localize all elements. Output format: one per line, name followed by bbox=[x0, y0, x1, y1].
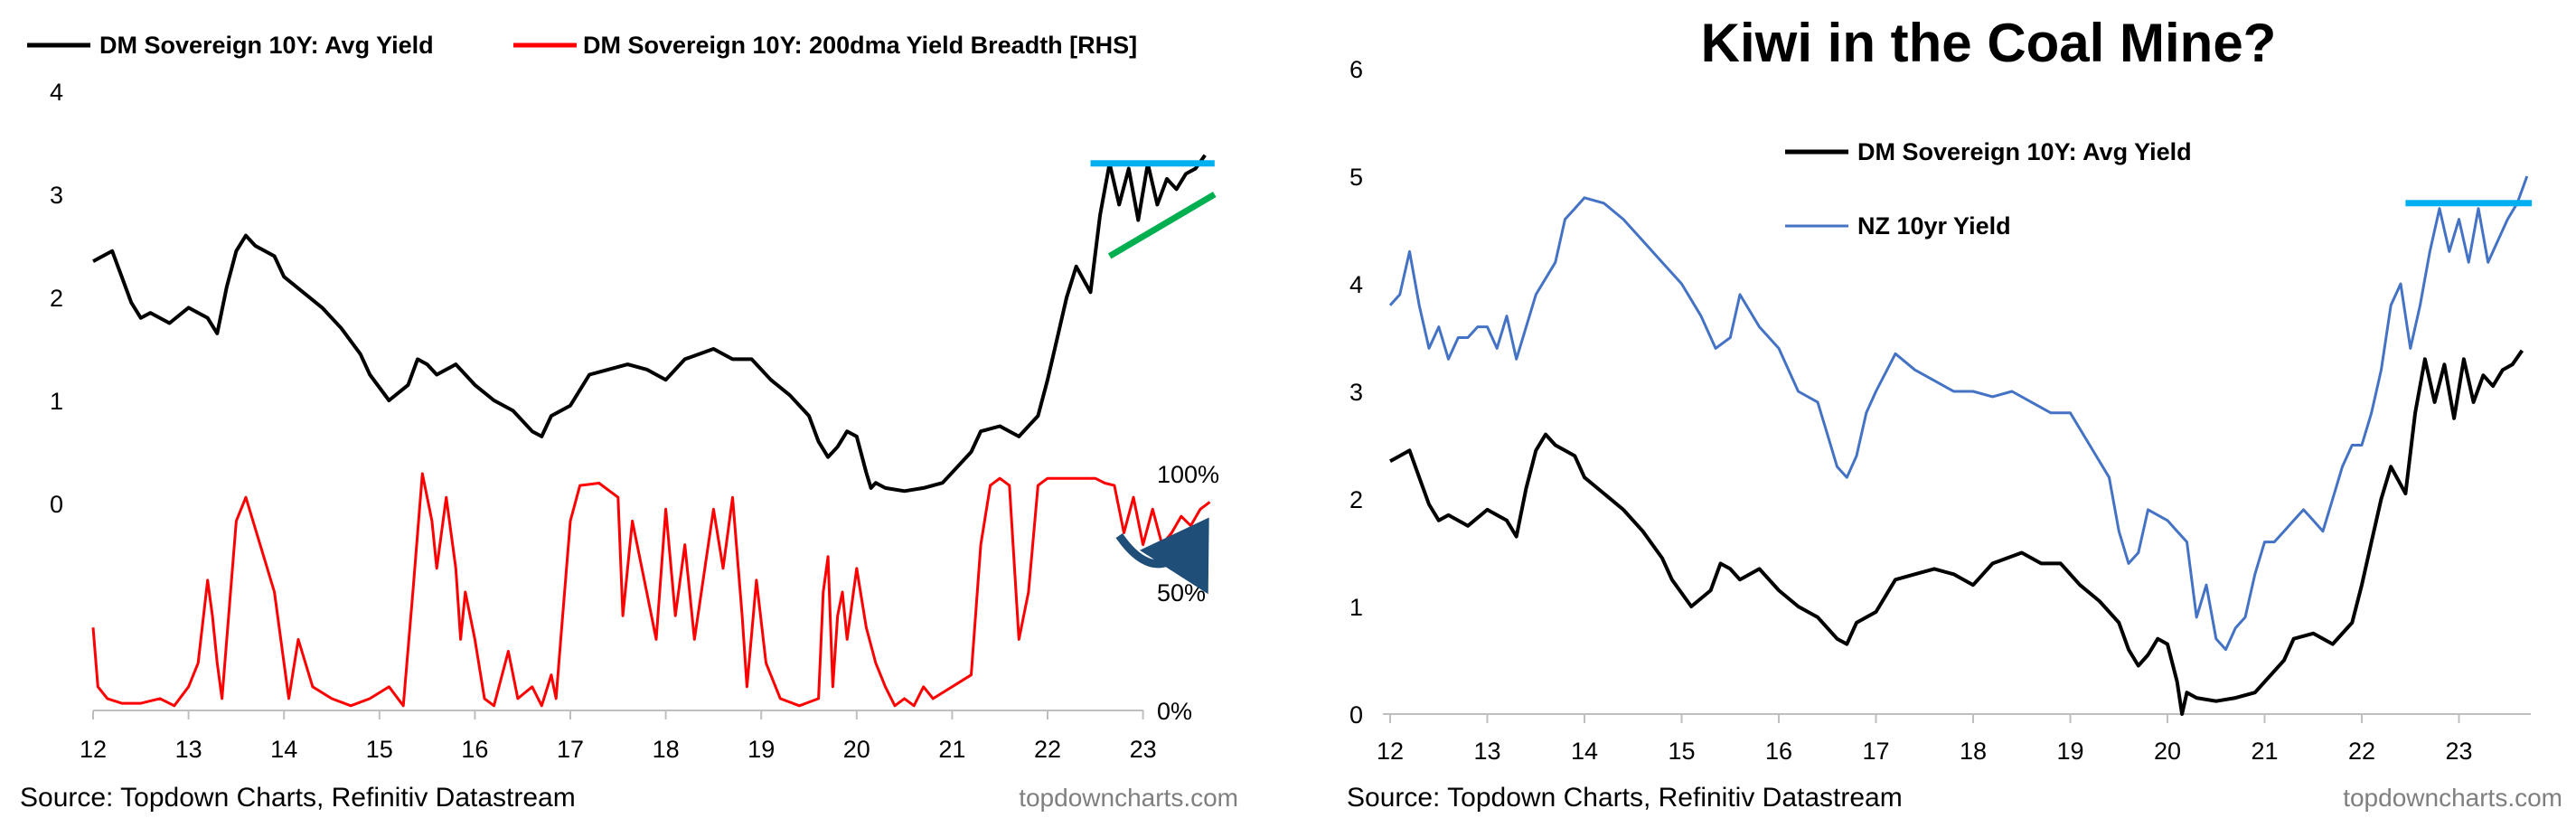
right-x-tick-label: 21 bbox=[2251, 738, 2278, 765]
right-x-tick-label: 12 bbox=[1377, 738, 1404, 765]
right-legend: DM Sovereign 10Y: Avg Yield NZ 10yr Yiel… bbox=[1785, 138, 2192, 240]
right-series-nz-yield-line bbox=[1388, 175, 2529, 652]
right-x-ticks: 12 13 14 15 16 17 18 19 20 21 22 23 bbox=[1377, 714, 2473, 765]
left-curved-arrow bbox=[1115, 517, 1209, 595]
left-y-tick-label: 1 bbox=[50, 388, 63, 415]
right-credit: topdowncharts.com bbox=[2343, 784, 2562, 812]
left-x-tick-label: 22 bbox=[1034, 736, 1061, 763]
left-x-tick-label: 23 bbox=[1130, 736, 1157, 763]
left-y-tick-label: 4 bbox=[50, 79, 63, 106]
left-x-tick-label: 15 bbox=[366, 736, 393, 763]
left-x-tick-label: 13 bbox=[175, 736, 202, 763]
left-y-tick-label: 3 bbox=[50, 182, 63, 209]
left-y-tick-label: 2 bbox=[50, 285, 63, 312]
left-y-axis-labels: 0 1 2 3 4 bbox=[50, 79, 63, 518]
left-legend: DM Sovereign 10Y: Avg Yield DM Sovereign… bbox=[27, 32, 1137, 59]
right-y-tick-label: 3 bbox=[1349, 379, 1363, 406]
right-x-tick-label: 18 bbox=[1960, 738, 1987, 765]
right-x-tick-label: 14 bbox=[1571, 738, 1598, 765]
left-y2-tick-label: 0% bbox=[1157, 698, 1192, 725]
right-x-tick-label: 19 bbox=[2056, 738, 2083, 765]
right-y-tick-label: 6 bbox=[1349, 56, 1363, 83]
left-x-tick-label: 12 bbox=[80, 736, 107, 763]
right-source: Source: Topdown Charts, Refinitiv Datast… bbox=[1347, 783, 1903, 813]
left-credit: topdowncharts.com bbox=[1019, 784, 1238, 812]
right-x-tick-label: 20 bbox=[2154, 738, 2181, 765]
right-x-tick-label: 22 bbox=[2348, 738, 2375, 765]
left-y2-tick-label: 100% bbox=[1157, 461, 1219, 488]
left-y-tick-label: 0 bbox=[50, 491, 63, 518]
left-source: Source: Topdown Charts, Refinitiv Datast… bbox=[20, 783, 576, 813]
right-x-tick-label: 13 bbox=[1473, 738, 1500, 765]
left-x-tick-label: 17 bbox=[557, 736, 584, 763]
left-legend-label-avg-yield: DM Sovereign 10Y: Avg Yield bbox=[99, 32, 434, 59]
left-x-tick-label: 21 bbox=[938, 736, 965, 763]
right-legend-label-avg-yield: DM Sovereign 10Y: Avg Yield bbox=[1857, 138, 2192, 165]
right-chart: Kiwi in the Coal Mine? DM Sovereign 10Y:… bbox=[1347, 13, 2562, 813]
right-x-tick-label: 17 bbox=[1862, 738, 1889, 765]
left-x-tick-label: 19 bbox=[747, 736, 775, 763]
right-x-tick-label: 15 bbox=[1668, 738, 1695, 765]
left-trend-line bbox=[1107, 191, 1217, 259]
right-y-tick-label: 5 bbox=[1349, 164, 1363, 191]
left-x-tick-label: 18 bbox=[653, 736, 680, 763]
right-y-tick-label: 0 bbox=[1349, 701, 1363, 729]
left-x-tick-label: 14 bbox=[270, 736, 297, 763]
right-y-tick-label: 4 bbox=[1349, 271, 1363, 298]
left-x-tick-label: 20 bbox=[843, 736, 870, 763]
left-y2-axis-labels: 0% 50% 100% bbox=[1157, 461, 1219, 725]
right-x-tick-label: 23 bbox=[2445, 738, 2472, 765]
right-chart-title: Kiwi in the Coal Mine? bbox=[1701, 13, 2277, 73]
right-y-tick-label: 1 bbox=[1349, 594, 1363, 621]
right-x-tick-label: 16 bbox=[1765, 738, 1792, 765]
right-y-tick-label: 2 bbox=[1349, 486, 1363, 513]
left-chart: DM Sovereign 10Y: Avg Yield DM Sovereign… bbox=[20, 32, 1238, 813]
right-legend-label-nz: NZ 10yr Yield bbox=[1857, 212, 2011, 240]
left-x-ticks: 12 13 14 15 16 17 18 19 20 21 22 23 bbox=[80, 710, 1157, 763]
right-y-axis-labels: 0 1 2 3 4 5 6 bbox=[1349, 56, 1363, 729]
left-series-avg-yield-line bbox=[92, 154, 1207, 494]
left-series-breadth-line bbox=[91, 472, 1211, 708]
left-y2-tick-label: 50% bbox=[1157, 579, 1206, 606]
left-x-tick-label: 16 bbox=[461, 736, 488, 763]
right-series-avg-yield-line bbox=[1389, 349, 2524, 716]
left-legend-label-breadth: DM Sovereign 10Y: 200dma Yield Breadth [… bbox=[583, 32, 1137, 59]
